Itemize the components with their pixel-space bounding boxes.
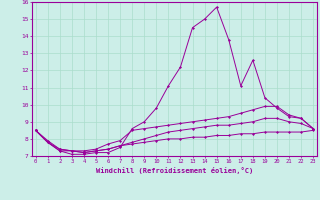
X-axis label: Windchill (Refroidissement éolien,°C): Windchill (Refroidissement éolien,°C) [96, 167, 253, 174]
